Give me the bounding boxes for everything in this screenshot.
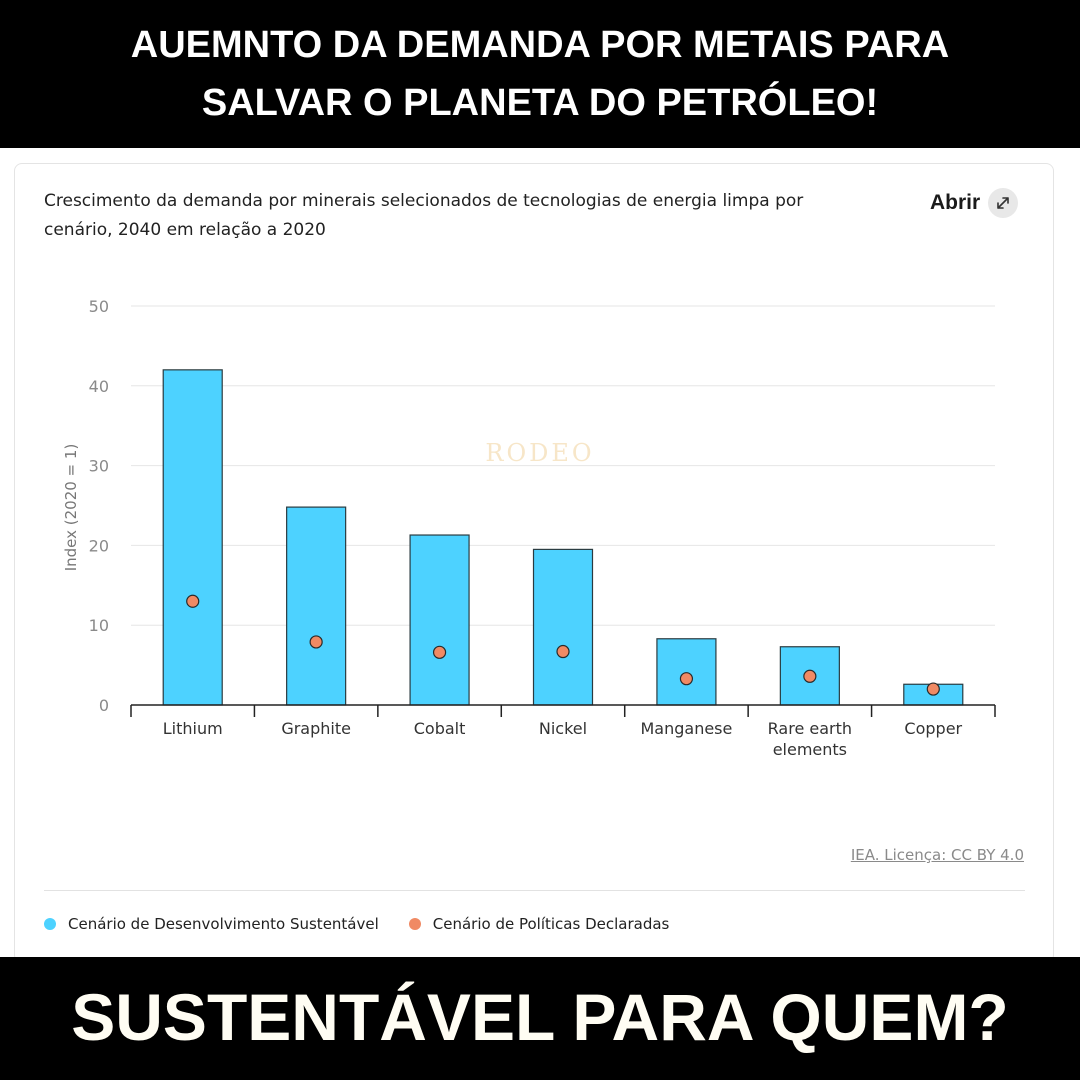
y-tick-label: 20 [89, 536, 109, 555]
y-tick-label: 0 [99, 696, 109, 715]
dot-6 [926, 682, 940, 696]
dot-5 [803, 669, 817, 683]
y-tick-label: 50 [89, 297, 109, 316]
footer-banner: SUSTENTÁVEL PARA QUEM? [0, 957, 1080, 1080]
headline-line-1: AUEMNTO DA DEMANDA POR METAIS PARA [130, 24, 950, 66]
legend-swatch-dot [408, 918, 421, 930]
dot-3 [556, 644, 570, 659]
watermark-text: RODEO [485, 439, 594, 467]
expand-icon [988, 188, 1019, 218]
bar-4 [656, 638, 717, 706]
bar-0 [162, 369, 223, 706]
x-tick-label: elements [773, 740, 847, 759]
dot-2 [432, 645, 447, 659]
x-tick-label: Lithium [163, 719, 223, 738]
x-tick-label: Rare earth [768, 719, 852, 738]
y-tick-label: 10 [89, 616, 109, 635]
bar-3 [532, 548, 594, 706]
source-link[interactable]: IEA. Licença: CC BY 4.0 [850, 846, 1024, 864]
legend-label-steps: Cenário de Políticas Declaradas [432, 915, 670, 933]
chart-legend: Cenário de Desenvolvimento Sustentável C… [44, 915, 669, 933]
bar-1 [286, 506, 347, 706]
y-tick-label: 40 [89, 377, 109, 396]
open-button[interactable]: Abrir [930, 186, 1019, 220]
bar-5 [779, 646, 840, 706]
x-tick-label: Cobalt [414, 719, 466, 738]
headline-banner: AUEMNTO DA DEMANDA POR METAIS PARA SALVA… [0, 0, 1080, 148]
x-tick-label: Graphite [281, 719, 351, 738]
headline-line-2: SALVAR O PLANETA DO PETRÓLEO! [201, 82, 879, 124]
dot-4 [679, 672, 694, 686]
legend-item-steps[interactable]: Cenário de Políticas Declaradas [408, 915, 670, 933]
dot-1 [309, 635, 323, 649]
legend-item-sds[interactable]: Cenário de Desenvolvimento Sustentável [44, 915, 379, 933]
y-tick-label: 30 [89, 457, 109, 476]
chart-title: Crescimento da demanda por minerais sele… [44, 191, 804, 240]
y-axis-title: Index (2020 = 1) [62, 444, 80, 572]
legend-swatch-bar [44, 918, 56, 930]
bar-2 [409, 534, 470, 706]
x-tick-label: Nickel [539, 719, 587, 738]
x-tick-label: Copper [904, 719, 962, 738]
legend-divider [44, 890, 1025, 891]
open-button-label: Abrir [930, 191, 981, 214]
legend-label-sds: Cenário de Desenvolvimento Sustentável [68, 915, 379, 933]
x-tick-label: Manganese [640, 719, 732, 738]
footer-text: SUSTENTÁVEL PARA QUEM? [71, 980, 1009, 1054]
dot-0 [186, 594, 200, 608]
